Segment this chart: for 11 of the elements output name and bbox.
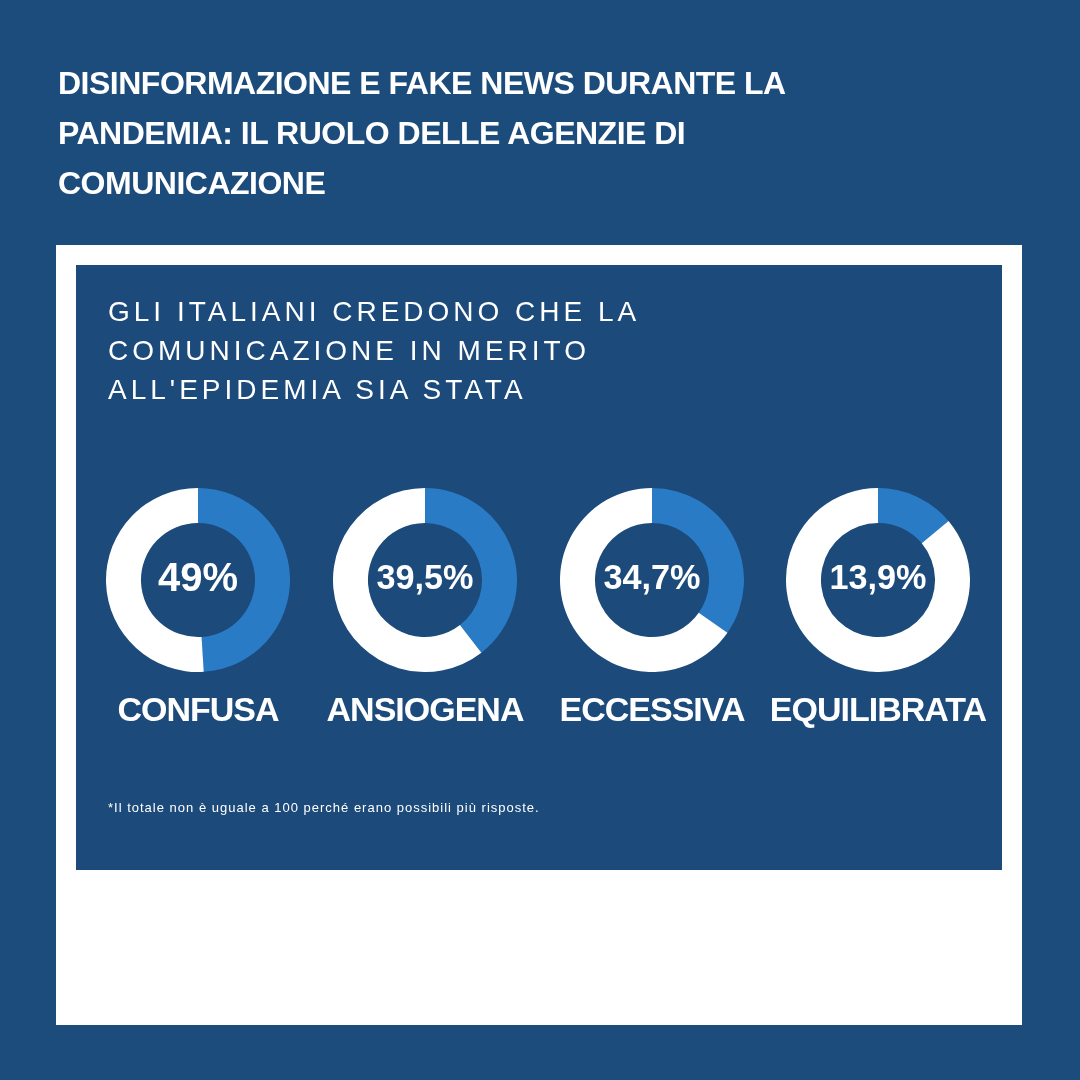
text: CONFUSA <box>116 690 280 729</box>
data-label: 49% <box>157 555 239 600</box>
data-label: 34,7% <box>603 558 701 597</box>
text: EQUILIBRATA <box>768 690 988 729</box>
data-label: 13,9% <box>829 558 927 597</box>
text: ECCESSIVA <box>559 690 745 728</box>
text: DISINFORMAZIONE E FAKE NEWS DURANTE LA PANDEMIA: IL RUOLO DELLE AGENZIE DI COMUNICAZIONE <box>58 64 786 203</box>
text: ANSIOGENA <box>325 690 525 729</box>
data-label: 39,5% <box>376 558 474 597</box>
text: GLI ITALIANI CREDONO CHE LA COMUNICAZIONE IN MERITO ALL'EPIDEMIA SIA STATA <box>108 295 640 407</box>
text: *Il totale non è uguale a 100 perché erano possibili più risposte. <box>108 800 540 815</box>
